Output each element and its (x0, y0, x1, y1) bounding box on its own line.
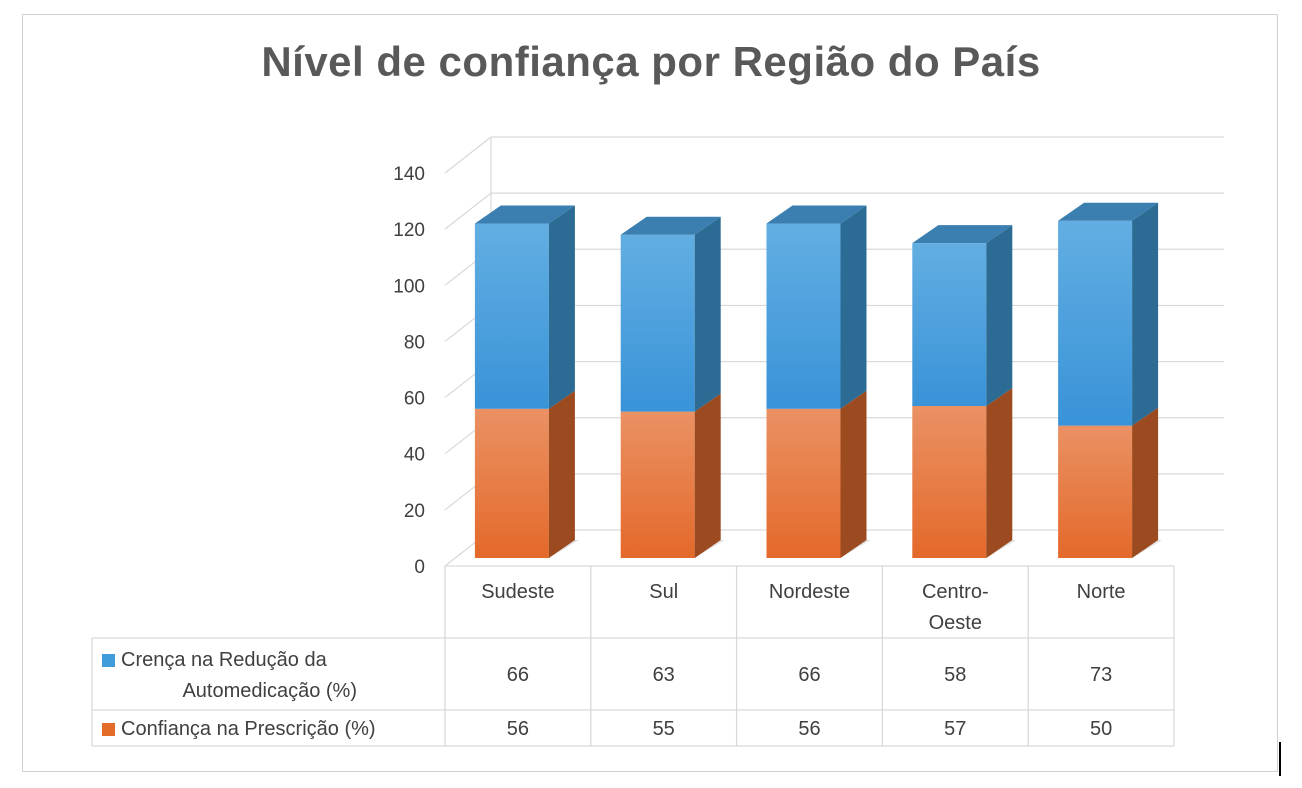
bar-side-prescricao (1132, 407, 1159, 558)
bar-side-prescricao (694, 393, 721, 558)
data-label: 55 (653, 718, 675, 740)
bar-segment-prescricao (620, 411, 695, 558)
bar-top (1058, 202, 1159, 221)
bar-side-crenca (840, 205, 867, 409)
data-table: Sudeste Sul Nordeste Centro- Oeste Norte Crenç… (91, 565, 1175, 747)
legend-swatch (102, 654, 115, 667)
y-tick-label: 20 (404, 501, 425, 522)
bars-layer (474, 202, 1163, 558)
y-tick-label: 100 (393, 276, 425, 297)
x-tick-label: Oeste (929, 612, 982, 634)
legend-label: Crença na Redução da (121, 649, 328, 671)
bar-side-crenca (548, 205, 575, 409)
x-tick-label: Norte (1077, 581, 1126, 603)
legend-label: Automedicação (%) (182, 680, 357, 702)
bar-side-crenca (694, 216, 721, 412)
legend-label: Confiança na Prescrição (%) (121, 718, 376, 740)
data-label: 56 (507, 718, 529, 740)
y-axis: 0 20 40 60 80 100 120 140 (393, 164, 425, 578)
bar-segment-crenca (474, 223, 549, 409)
bar-segment-prescricao (474, 408, 549, 558)
gridline-diagonal (444, 136, 492, 174)
x-tick-label: Nordeste (769, 581, 850, 603)
bar-top (766, 205, 867, 224)
bar-side-crenca (1132, 202, 1159, 426)
data-label: 58 (944, 664, 966, 686)
bar-segment-crenca (1058, 220, 1133, 426)
bar-side-prescricao (548, 390, 575, 558)
bar-side-crenca (986, 225, 1013, 406)
data-label: 66 (798, 664, 820, 686)
bar-segment-prescricao (912, 405, 987, 558)
bar-side-prescricao (840, 390, 867, 558)
y-tick-label: 0 (414, 557, 425, 578)
y-tick-label: 140 (393, 164, 425, 185)
gridline-diagonal (444, 192, 492, 230)
data-label: 73 (1090, 664, 1112, 686)
data-label: 66 (507, 664, 529, 686)
y-tick-label: 60 (404, 389, 425, 410)
bar-side-prescricao (986, 387, 1013, 558)
data-label: 56 (798, 718, 820, 740)
bar-segment-crenca (912, 243, 987, 406)
legend-swatch (102, 723, 115, 736)
y-tick-label: 80 (404, 332, 425, 353)
y-tick-label: 40 (404, 445, 425, 466)
y-tick-label: 120 (393, 220, 425, 241)
bar-top (620, 216, 721, 235)
data-label: 63 (653, 664, 675, 686)
data-label: 50 (1090, 718, 1112, 740)
bar-segment-prescricao (766, 408, 841, 558)
bar-segment-prescricao (1058, 425, 1133, 558)
x-tick-label: Sudeste (481, 581, 554, 603)
bar-segment-crenca (620, 234, 695, 412)
bar-top (474, 205, 575, 224)
x-tick-label: Centro- (922, 581, 989, 603)
chart-title: Nível de confiança por Região do País (261, 38, 1041, 85)
data-label: 57 (944, 718, 966, 740)
bar-top (912, 225, 1013, 244)
x-tick-label: Sul (649, 581, 678, 603)
bar-segment-crenca (766, 223, 841, 409)
text-cursor (1279, 742, 1281, 776)
